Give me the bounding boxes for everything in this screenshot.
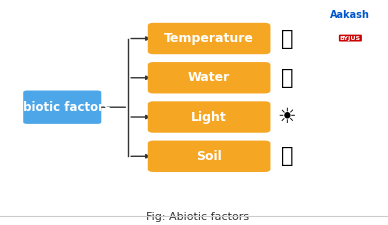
FancyBboxPatch shape bbox=[148, 141, 270, 172]
Text: 🌱: 🌱 bbox=[281, 146, 293, 166]
Text: 🌡: 🌡 bbox=[281, 29, 293, 49]
FancyBboxPatch shape bbox=[148, 62, 270, 93]
FancyBboxPatch shape bbox=[23, 90, 101, 124]
Text: Fig: Abiotic factors: Fig: Abiotic factors bbox=[146, 212, 249, 222]
Text: ☀️: ☀️ bbox=[278, 107, 296, 127]
Text: Water: Water bbox=[188, 71, 230, 84]
Text: Temperature: Temperature bbox=[164, 32, 254, 45]
FancyBboxPatch shape bbox=[148, 23, 270, 54]
Text: Light: Light bbox=[191, 110, 227, 124]
Text: 💧: 💧 bbox=[281, 68, 293, 88]
FancyBboxPatch shape bbox=[148, 101, 270, 133]
Text: Soil: Soil bbox=[196, 150, 222, 163]
Text: Aakash: Aakash bbox=[331, 10, 370, 20]
Text: BYJUS: BYJUS bbox=[340, 36, 361, 40]
Text: Abiotic factors: Abiotic factors bbox=[14, 101, 111, 114]
